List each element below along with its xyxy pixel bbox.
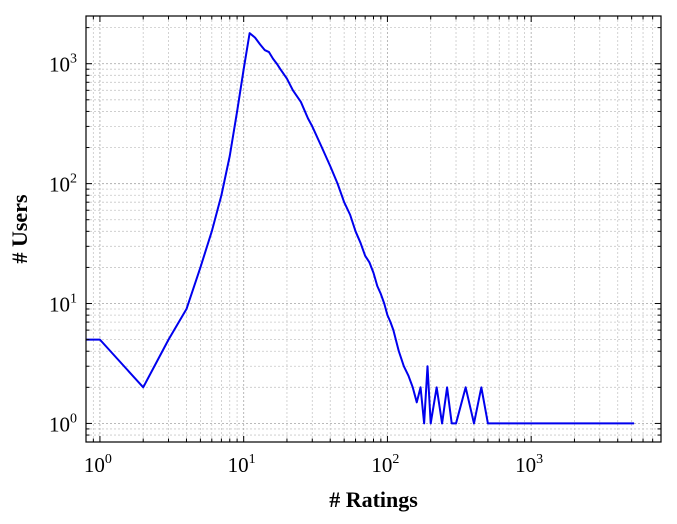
y-tick-exponent: 0 xyxy=(70,411,77,426)
y-tick-label: 103 xyxy=(49,52,77,77)
y-tick-label: 100 xyxy=(49,411,77,436)
x-tick-label: 102 xyxy=(371,452,399,477)
y-axis-label: # Users xyxy=(7,194,32,263)
x-axis-label: # Ratings xyxy=(329,487,418,512)
x-tick-exponent: 2 xyxy=(392,452,399,467)
y-tick-exponent: 2 xyxy=(70,172,77,187)
y-tick-label: 101 xyxy=(49,292,77,317)
x-tick-label: 100 xyxy=(84,452,112,477)
y-tick-exponent: 1 xyxy=(70,292,77,307)
x-tick-exponent: 1 xyxy=(249,452,256,467)
x-tick-exponent: 3 xyxy=(536,452,543,467)
series-layer xyxy=(86,32,635,425)
x-tick-label: 103 xyxy=(515,452,543,477)
y-tick-exponent: 3 xyxy=(70,52,77,67)
grid xyxy=(85,16,662,443)
x-tick-exponent: 0 xyxy=(105,452,112,467)
x-tick-label: 101 xyxy=(228,452,256,477)
series-line-0 xyxy=(86,32,635,425)
y-tick-label: 102 xyxy=(49,172,77,197)
